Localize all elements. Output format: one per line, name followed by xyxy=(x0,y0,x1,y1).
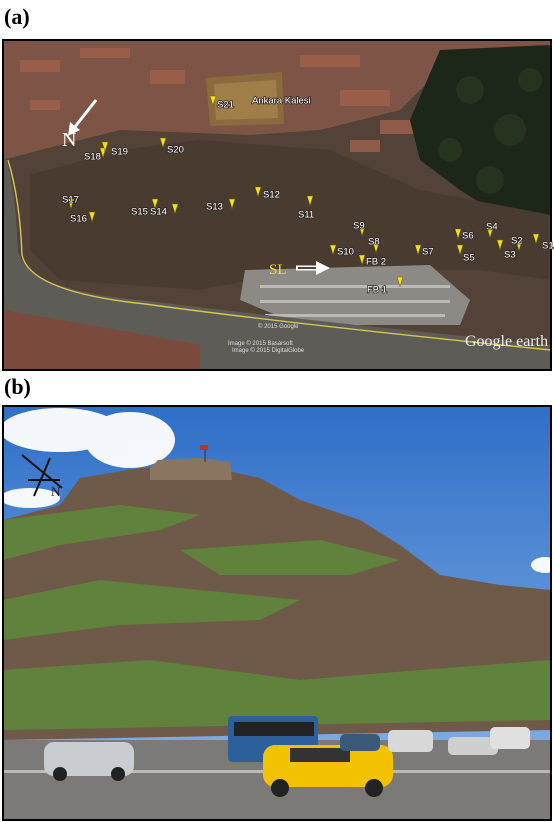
station-label: S12 xyxy=(263,190,280,201)
station-label: S10 xyxy=(337,247,354,258)
station-label: S4 xyxy=(486,222,498,233)
north-label: N xyxy=(51,484,61,499)
panel-label: (a) xyxy=(4,4,30,29)
credit: © 2015 Google xyxy=(258,323,299,330)
station-label: S1 xyxy=(542,241,554,252)
north-label: N xyxy=(62,129,76,151)
station-label: S11 xyxy=(298,210,314,221)
station-label: S18 xyxy=(84,152,101,163)
station-label: S14 xyxy=(150,207,167,218)
credit: Image © 2015 Basarsoft xyxy=(228,340,293,347)
figure: (a) (b) xyxy=(0,0,554,822)
station-label: S7 xyxy=(422,247,434,258)
station-label: S16 xyxy=(70,214,87,225)
station-label: S3 xyxy=(504,250,516,261)
station-label: S20 xyxy=(167,145,184,156)
landmark-label: Ankara Kalesi xyxy=(252,96,311,107)
station-label: S15 xyxy=(131,207,148,218)
credit: Image © 2015 DigitalGlobe xyxy=(232,347,305,354)
station-label: S5 xyxy=(463,253,475,264)
field-photo xyxy=(0,406,554,820)
borehole-label: FB 1 xyxy=(367,285,387,296)
station-label: S6 xyxy=(462,231,474,242)
station-label: S19 xyxy=(111,147,128,158)
station-label: S2 xyxy=(511,236,523,247)
station-label: S9 xyxy=(353,221,365,232)
station-label: S17 xyxy=(62,195,79,206)
station-label: S13 xyxy=(206,202,223,213)
station-label: S8 xyxy=(368,237,380,248)
watermark: Google earth xyxy=(465,333,548,350)
borehole-label: FB 2 xyxy=(366,257,386,268)
aerial-photo xyxy=(3,40,551,370)
slide-label: SL xyxy=(269,262,287,278)
station-label: S21 xyxy=(217,100,234,111)
panel-label: (b) xyxy=(4,374,31,399)
